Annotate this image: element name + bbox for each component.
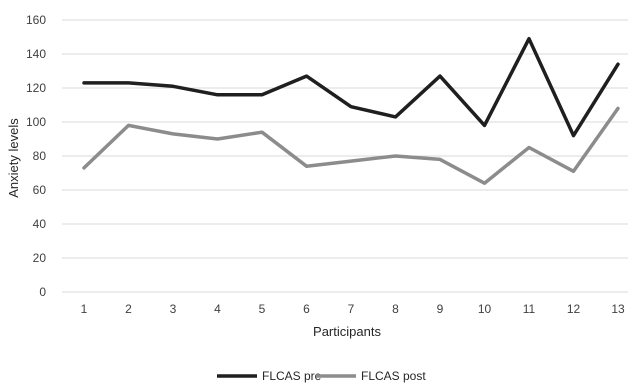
y-tick-label: 160 [26, 13, 46, 27]
series-line-post [82, 106, 620, 185]
y-tick-label: 100 [26, 115, 46, 129]
y-tick-label: 140 [26, 47, 46, 61]
y-tick-label: 80 [33, 149, 47, 163]
x-tick-label: 12 [567, 302, 581, 316]
y-tick-label: 40 [33, 217, 47, 231]
x-tick-label: 11 [523, 302, 536, 316]
x-tick-label: 5 [259, 302, 266, 316]
series-lines [82, 36, 620, 185]
y-axis-title: Anxiety levels [6, 118, 21, 198]
x-tick-label: 2 [125, 302, 132, 316]
x-tick-label: 1 [81, 302, 88, 316]
x-tick-label: 4 [214, 302, 221, 316]
x-tick-label: 7 [348, 302, 355, 316]
y-axis-ticks: 0 20 40 60 80 100 120 140 160 [26, 13, 46, 299]
gridlines [62, 19, 628, 293]
x-tick-label: 9 [437, 302, 444, 316]
legend-label: FLCAS pre [262, 369, 322, 383]
x-tick-label: 3 [170, 302, 177, 316]
x-tick-label: 8 [392, 302, 399, 316]
legend-label: FLCAS post [361, 369, 426, 383]
y-tick-label: 120 [26, 81, 46, 95]
y-tick-label: 60 [33, 183, 47, 197]
x-axis-ticks: 1 2 3 4 5 6 7 8 9 10 11 12 13 [81, 302, 625, 316]
x-tick-label: 6 [303, 302, 310, 316]
legend: FLCAS pre FLCAS post [217, 369, 426, 383]
x-axis-title: Participants [313, 324, 381, 339]
x-tick-label: 13 [611, 302, 625, 316]
series-line-pre [82, 36, 620, 138]
y-tick-label: 20 [33, 251, 47, 265]
x-tick-label: 10 [478, 302, 492, 316]
y-tick-label: 0 [39, 285, 46, 299]
